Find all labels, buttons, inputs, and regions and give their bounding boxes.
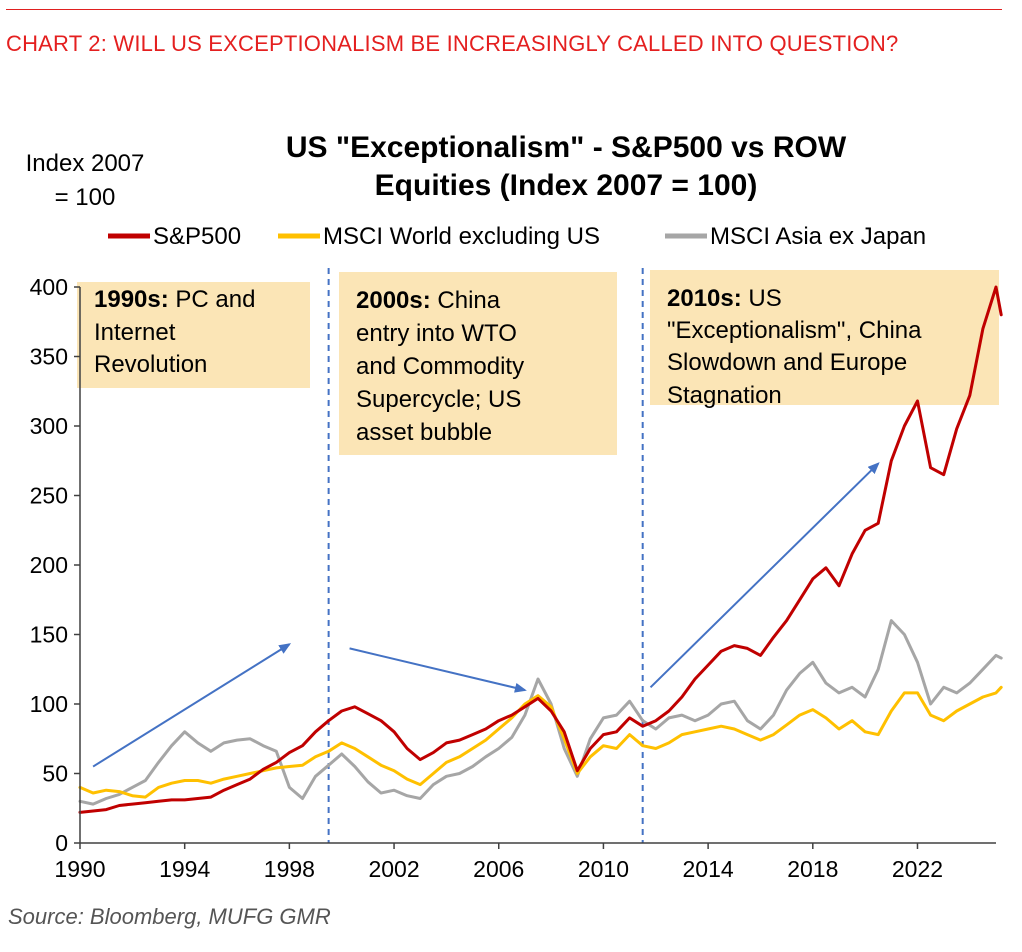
y-tick-label-200: 200 [30, 552, 68, 578]
x-tick-label-2014: 2014 [683, 856, 734, 882]
annotation-2010s-line-3: Slowdown and Europe [667, 349, 907, 376]
chart: US "Exceptionalism" - S&P500 vs ROW Equi… [26, 131, 1003, 882]
x-tick-label-2022: 2022 [892, 856, 943, 882]
annotation-2010s-line-1: US [742, 285, 782, 312]
annotation-box-2010s [650, 270, 999, 405]
trend-arrow-1 [92, 643, 292, 768]
annotation-2000s-line-5: asset bubble [356, 419, 492, 446]
annotation-2000s-line-2: entry into WTO [356, 320, 517, 347]
annotation-box-2000s [339, 272, 617, 455]
annotation-2000s-line-1: China [431, 287, 501, 314]
annotation-text-2010s: 2010s: US "Exceptionalism", China Slowdo… [667, 285, 928, 409]
annotation-text-2000s: 2000s: China entry into WTO and Commodit… [356, 287, 531, 446]
legend-label-msci-asia-ex-japan: MSCI Asia ex Japan [710, 223, 926, 250]
axes: 1990 1994 1998 2002 2006 2010 2014 2018 2022 0 50 1… [30, 274, 996, 882]
y-axis-unit-line-2: = 100 [55, 184, 116, 211]
trend-arrow-2 [349, 647, 527, 693]
annotation-2000s-line-4: Supercycle; US [356, 386, 521, 413]
series-line-msci-asia-ex-japan [78, 619, 1003, 806]
trend-arrow-3 [649, 462, 880, 689]
report-chart-title: CHART 2: WILL US EXCEPTIONALISM BE INCRE… [6, 31, 899, 56]
annotation-2010s-line-2: "Exceptionalism", China [667, 317, 922, 344]
x-tick-label-2006: 2006 [473, 856, 524, 882]
x-tick-label-2010: 2010 [578, 856, 629, 882]
legend: S&P500 MSCI World excluding US MSCI Asia… [108, 223, 926, 250]
annotation-1990s-line-3: Revolution [94, 351, 207, 378]
y-axis-unit-line-1: Index 2007 [26, 150, 145, 177]
y-tick-label-300: 300 [30, 413, 68, 439]
annotation-boxes: 1990s: PC and Internet Revolution 2000s:… [77, 270, 999, 455]
annotation-2010s-heading: 2010s: [667, 285, 742, 312]
annotation-2010s-line-4: Stagnation [667, 382, 782, 409]
annotation-1990s-line-1: PC and [169, 286, 256, 313]
source-note: Source: Bloomberg, MUFG GMR [8, 904, 331, 929]
y-tick-label-50: 50 [42, 761, 68, 787]
y-tick-label-400: 400 [30, 274, 68, 300]
x-tick-label-2002: 2002 [368, 856, 419, 882]
y-tick-label-250: 250 [30, 483, 68, 509]
annotation-2000s-heading: 2000s: [356, 287, 431, 314]
y-tick-label-100: 100 [30, 691, 68, 717]
annotation-1990s-heading: 1990s: [94, 286, 169, 313]
annotation-box-1990s [77, 282, 310, 388]
annotation-2000s-line-3: and Commodity [356, 353, 524, 380]
series-line-msci-world-excluding-us [78, 685, 1003, 799]
trend-arrows [92, 462, 880, 768]
legend-label-msci-world-ex-us: MSCI World excluding US [323, 223, 600, 250]
x-tick-label-1990: 1990 [54, 856, 105, 882]
era-dividers [327, 268, 644, 843]
annotation-text-1990s: 1990s: PC and Internet Revolution [94, 286, 262, 378]
chart-title-line-2: Equities (Index 2007 = 100) [375, 169, 758, 202]
y-tick-label-0: 0 [55, 830, 68, 856]
x-tick-label-1994: 1994 [159, 856, 210, 882]
x-tick-label-1998: 1998 [264, 856, 315, 882]
header-rule [6, 9, 1002, 10]
x-tick-label-2018: 2018 [787, 856, 838, 882]
series-line-s-p500 [78, 285, 1003, 814]
annotation-1990s-line-2: Internet [94, 319, 176, 346]
y-tick-label-150: 150 [30, 622, 68, 648]
chart-title-line-1: US "Exceptionalism" - S&P500 vs ROW [286, 131, 847, 164]
y-tick-label-350: 350 [30, 344, 68, 370]
series-lines [78, 285, 1003, 814]
legend-label-sp500: S&P500 [153, 223, 241, 250]
